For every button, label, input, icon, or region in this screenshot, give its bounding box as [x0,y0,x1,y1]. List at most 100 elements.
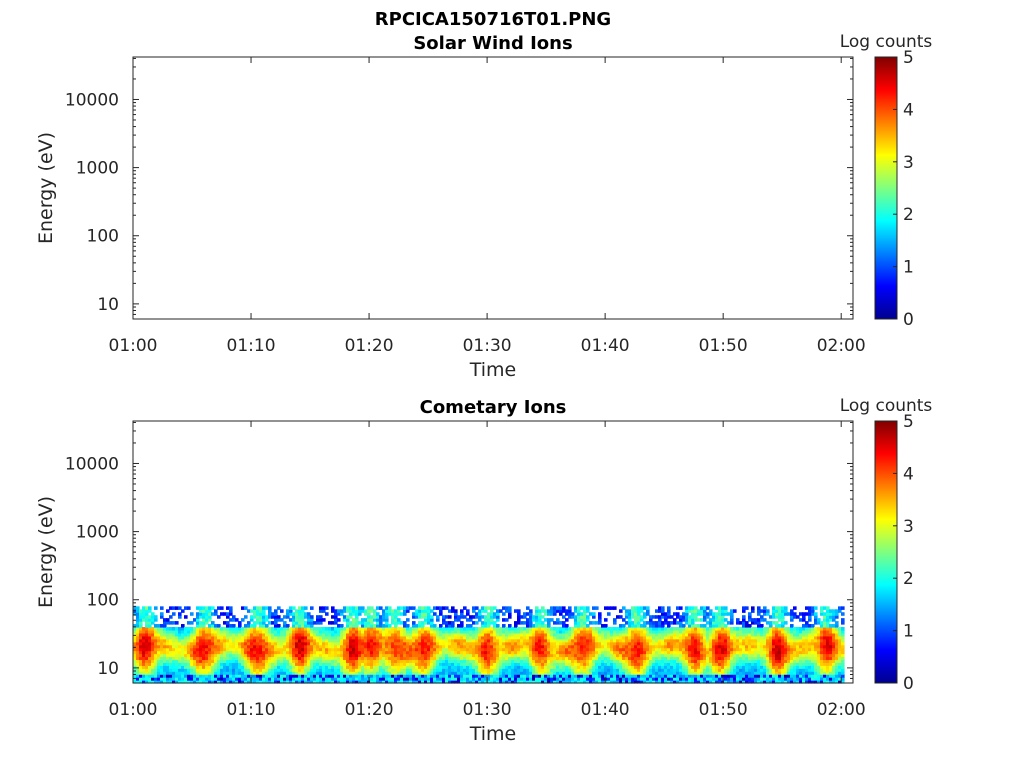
spectrogram-cell [730,641,734,646]
spectrogram-cell [154,656,158,661]
spectrogram-cell [724,680,728,684]
spectrogram-cell [403,677,407,681]
spectrogram-cell [250,644,254,649]
spectrogram-cell [754,647,758,652]
spectrogram-cell [424,609,428,613]
spectrogram-cell [469,647,473,652]
spectrogram-cell [229,606,233,610]
spectrogram-cell [397,680,401,684]
spectrogram-cell [403,656,407,661]
spectrogram-cell [316,650,320,655]
spectrogram-cell [541,606,545,610]
spectrogram-cell [724,653,728,658]
spectrogram-cell [292,612,296,616]
spectrogram-cell [649,650,653,655]
spectrogram-cell [607,641,611,646]
spectrogram-cell [412,632,416,637]
spectrogram-cell [415,680,419,684]
spectrogram-cell [517,671,521,675]
spectrogram-cell [268,609,272,613]
spectrogram-cell [715,606,719,610]
spectrogram-cell [301,618,305,622]
spectrogram-cell [235,632,239,637]
spectrogram-cell [676,659,680,663]
spectrogram-cell [517,635,521,640]
spectrogram-cell [640,632,644,637]
spectrogram-cell [133,647,137,652]
spectrogram-cell [304,671,308,675]
spectrogram-cell [202,641,206,646]
spectrogram-cell [742,615,746,619]
spectrogram-cell [517,632,521,637]
spectrogram-cell [448,635,452,640]
spectrogram-cell [310,680,314,684]
spectrogram-cell [283,632,287,637]
spectrogram-cell [247,629,251,634]
spectrogram-cell [718,644,722,649]
spectrogram-cell [319,638,323,643]
spectrogram-cell [370,624,374,628]
spectrogram-cell [757,629,761,634]
spectrogram-cell [145,647,149,652]
spectrogram-cell [244,615,248,619]
spectrogram-cell [295,680,299,684]
spectrogram-cell [337,656,341,661]
spectrogram-cell [355,677,359,681]
spectrogram-cell [736,659,740,663]
spectrogram-cell [553,629,557,634]
spectrogram-cell [304,674,308,678]
spectrogram-cell [391,647,395,652]
spectrogram-cell [541,674,545,678]
spectrogram-cell [580,615,584,619]
spectrogram-cell [139,665,143,669]
spectrogram-cell [148,635,152,640]
spectrogram-cell [466,644,470,649]
spectrogram-cell [208,668,212,672]
spectrogram-cell [262,680,266,684]
spectrogram-cell [604,665,608,669]
spectrogram-cell [451,650,455,655]
spectrogram-cell [679,629,683,634]
spectrogram-cell [592,606,596,610]
spectrogram-cell [148,659,152,663]
spectrogram-cell [664,668,668,672]
spectrogram-cell [748,638,752,643]
spectrogram-cell [145,606,149,610]
spectrogram-cell [631,656,635,661]
spectrogram-cell [664,653,668,658]
spectrogram-cell [145,621,149,625]
spectrogram-cell [385,635,389,640]
spectrogram-cell [622,650,626,655]
spectrogram-cell [229,609,233,613]
spectrogram-cell [295,656,299,661]
spectrogram-cell [583,644,587,649]
spectrogram-cell [433,635,437,640]
spectrogram-cell [616,680,620,684]
spectrogram-cell [385,638,389,643]
spectrogram-cell [349,677,353,681]
spectrogram-cell [637,644,641,649]
spectrogram-cell [754,656,758,661]
spectrogram-cell [460,629,464,634]
spectrogram-cell [157,644,161,649]
spectrogram-cell [415,641,419,646]
spectrogram-cell [139,677,143,681]
spectrogram-cell [286,615,290,619]
spectrogram-cell [760,665,764,669]
spectrogram-cell [742,644,746,649]
spectrogram-cell [571,635,575,640]
spectrogram-cell [565,609,569,613]
spectrogram-cell [163,665,167,669]
spectrogram-cell [424,668,428,672]
spectrogram-cell [553,606,557,610]
spectrogram-cell [337,629,341,634]
spectrogram-cell [694,677,698,681]
spectrogram-cell [634,659,638,663]
spectrogram-cell [625,635,629,640]
spectrogram-cell [430,674,434,678]
spectrogram-cell [514,609,518,613]
spectrogram-cell [304,632,308,637]
spectrogram-cell [472,662,476,666]
spectrogram-cell [583,609,587,613]
spectrogram-cell [223,612,227,616]
